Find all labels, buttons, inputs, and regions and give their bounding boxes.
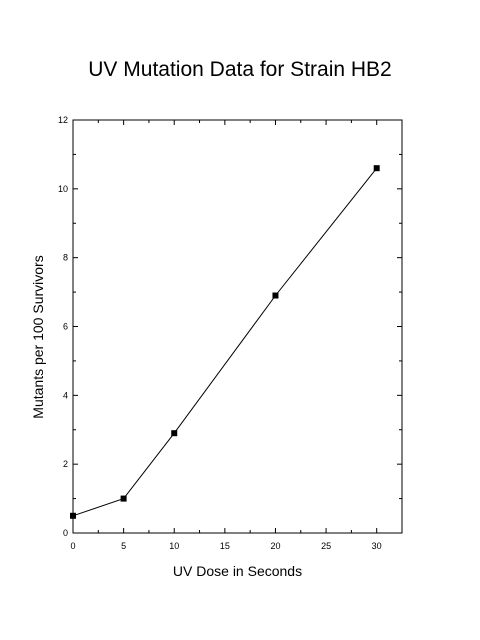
x-tick-label: 20 — [270, 541, 280, 551]
x-tick-label: 15 — [220, 541, 230, 551]
x-axis-label: UV Dose in Seconds — [172, 563, 303, 579]
y-tick-label: 8 — [63, 253, 68, 263]
chart-title: UV Mutation Data for Strain HB2 — [88, 58, 392, 81]
y-tick-label: 0 — [63, 528, 68, 538]
y-tick-label: 10 — [58, 184, 68, 194]
y-tick-label: 6 — [63, 322, 68, 332]
plot-frame — [72, 119, 403, 534]
y-axis-label: Mutants per 100 Survivors — [30, 255, 46, 419]
y-tick-label: 4 — [63, 390, 68, 400]
x-tick-label: 30 — [372, 541, 382, 551]
data-point — [171, 430, 178, 437]
y-tick-label: 12 — [58, 115, 68, 125]
y-tick-label: 2 — [63, 459, 68, 469]
data-point — [120, 495, 127, 502]
data-point — [272, 292, 279, 299]
data-point — [373, 165, 380, 172]
series-line — [72, 167, 378, 517]
x-tick-label: 10 — [169, 541, 179, 551]
x-tick-label: 0 — [70, 541, 75, 551]
x-tick-label: 25 — [321, 541, 331, 551]
x-tick-label: 5 — [121, 541, 126, 551]
data-point — [70, 512, 76, 519]
